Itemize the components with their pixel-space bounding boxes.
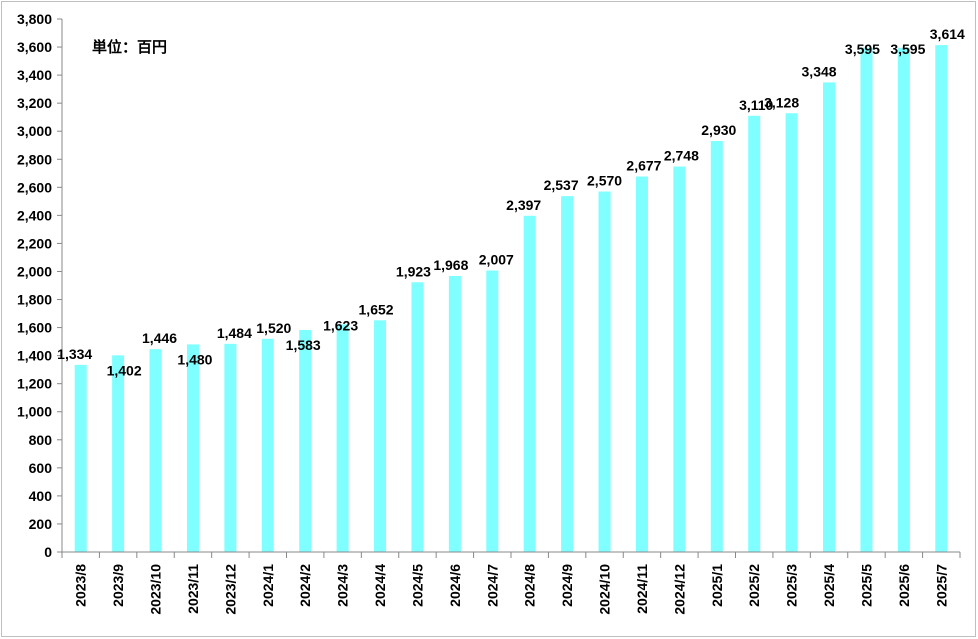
data-label: 3,348 <box>802 63 837 79</box>
data-label: 2,930 <box>701 122 736 138</box>
bar <box>149 349 162 552</box>
x-tick-label: 2024/6 <box>447 564 463 607</box>
x-tick-label: 2025/5 <box>858 564 874 607</box>
y-tick-label: 1,600 <box>17 320 52 336</box>
y-tick-label: 2,400 <box>17 207 52 223</box>
x-tick-label: 2025/3 <box>784 564 800 607</box>
y-tick-label: 0 <box>44 544 52 560</box>
data-label: 1,402 <box>107 362 142 378</box>
bar <box>860 47 873 553</box>
y-tick-label: 2,200 <box>17 235 52 251</box>
data-label: 3,110 <box>739 97 773 113</box>
x-tick-label: 2025/7 <box>933 564 949 607</box>
y-tick-label: 3,400 <box>17 67 52 83</box>
data-label: 2,748 <box>664 148 699 164</box>
x-tick-label: 2025/1 <box>709 564 725 607</box>
data-label: 1,968 <box>433 257 468 273</box>
bar <box>897 47 910 553</box>
bar <box>374 320 387 552</box>
y-tick-label: 2,000 <box>17 263 52 279</box>
data-label: 1,334 <box>57 346 92 362</box>
bar <box>748 115 761 552</box>
bar <box>299 329 312 552</box>
data-label: 1,484 <box>217 325 252 341</box>
y-tick-label: 1,200 <box>17 376 52 392</box>
data-label: 1,520 <box>256 320 291 336</box>
data-label: 3,128 <box>764 94 799 110</box>
y-tick-label: 1,800 <box>17 292 52 308</box>
y-tick-label: 3,800 <box>17 11 52 27</box>
data-label: 3,595 <box>845 41 880 57</box>
bar <box>635 176 648 552</box>
x-tick-label: 2024/1 <box>260 564 276 607</box>
data-label: 1,623 <box>323 317 358 333</box>
x-tick-label: 2025/2 <box>746 564 762 607</box>
bar <box>935 45 948 552</box>
data-label: 2,397 <box>506 197 541 213</box>
y-tick-label: 2,600 <box>17 179 52 195</box>
bar <box>523 215 536 552</box>
y-tick-label: 1,000 <box>17 404 52 420</box>
x-tick-label: 2024/10 <box>597 564 613 615</box>
data-label: 1,480 <box>177 351 212 367</box>
data-label: 2,537 <box>544 177 579 193</box>
y-tick-label: 2,800 <box>17 151 52 167</box>
x-tick-label: 2023/12 <box>222 564 238 615</box>
bar <box>224 343 237 552</box>
bar <box>561 196 574 552</box>
x-tick-label: 2025/4 <box>821 564 837 607</box>
x-tick-label: 2024/3 <box>335 564 351 607</box>
bar <box>823 82 836 552</box>
bar <box>598 191 611 552</box>
x-tick-label: 2024/5 <box>409 564 425 607</box>
bar <box>710 141 723 553</box>
y-tick-label: 3,600 <box>17 39 52 55</box>
y-tick-label: 800 <box>29 432 53 448</box>
data-label: 1,652 <box>359 301 394 317</box>
y-tick-label: 1,400 <box>17 348 52 364</box>
bar <box>186 344 199 552</box>
x-tick-label: 2024/8 <box>522 564 538 607</box>
bar <box>261 338 274 552</box>
data-label: 1,583 <box>286 337 321 353</box>
x-tick-label: 2023/11 <box>185 564 201 614</box>
x-tick-label: 2024/11 <box>634 564 650 614</box>
x-axis: 2023/8 2023/9 2023/10 2023/11 2023/12 2024/1 2… <box>61 551 961 615</box>
bar <box>74 364 87 552</box>
x-tick-label: 2023/9 <box>110 564 126 607</box>
y-tick-label: 200 <box>29 516 53 532</box>
y-tick-label: 3,200 <box>17 95 52 111</box>
data-label: 2,677 <box>626 158 661 174</box>
x-tick-label: 2024/7 <box>484 564 500 607</box>
x-tick-label: 2024/4 <box>372 564 388 607</box>
bar <box>673 166 686 553</box>
bar <box>411 282 424 552</box>
x-tick-label: 2023/10 <box>148 564 164 615</box>
data-label: 2,570 <box>587 173 622 189</box>
data-label: 3,614 <box>930 26 965 42</box>
data-label: 1,446 <box>142 330 177 346</box>
y-tick-label: 600 <box>29 460 53 476</box>
data-label: 1,923 <box>396 263 431 279</box>
x-tick-label: 2023/8 <box>73 564 89 607</box>
x-tick-label: 2024/12 <box>671 564 687 615</box>
y-tick-label: 3,000 <box>17 123 52 139</box>
y-tick-label: 400 <box>29 488 53 504</box>
bar <box>486 270 499 552</box>
bars <box>74 45 948 553</box>
y-axis: 0 200 400 600 800 1,000 1,200 1,400 1,600 1,800 2,… <box>17 11 63 560</box>
bar <box>336 324 349 552</box>
data-label: 3,595 <box>890 41 925 57</box>
x-tick-label: 2024/2 <box>297 564 313 607</box>
bar <box>112 355 125 552</box>
bar <box>785 113 798 553</box>
bar <box>448 275 461 552</box>
data-label: 2,007 <box>479 251 514 267</box>
unit-label: 単位：百円 <box>92 38 167 56</box>
x-tick-label: 2025/6 <box>896 564 912 607</box>
x-tick-label: 2024/9 <box>559 564 575 607</box>
